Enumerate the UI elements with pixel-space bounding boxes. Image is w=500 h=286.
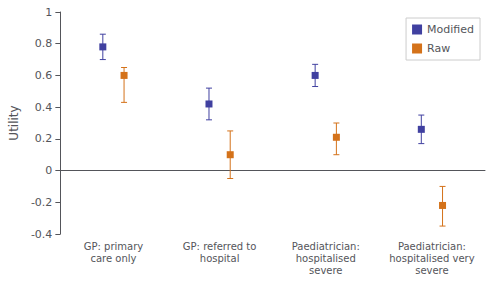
svg-text:0.4: 0.4: [35, 101, 53, 114]
svg-text:hospitalised very: hospitalised very: [389, 253, 474, 264]
svg-text:severe: severe: [309, 265, 342, 276]
svg-text:-0.2: -0.2: [31, 196, 52, 209]
svg-text:GP: referred to: GP: referred to: [183, 241, 257, 252]
svg-text:GP: primary: GP: primary: [84, 241, 144, 252]
svg-text:-0.4: -0.4: [31, 228, 52, 241]
svg-text:Raw: Raw: [427, 42, 450, 55]
svg-text:hospitalised: hospitalised: [296, 253, 356, 264]
svg-text:0: 0: [45, 164, 52, 177]
svg-text:Paediatrician:: Paediatrician:: [292, 241, 360, 252]
svg-text:1: 1: [45, 6, 52, 19]
svg-text:care only: care only: [90, 253, 136, 264]
svg-text:Modified: Modified: [427, 23, 474, 36]
svg-text:0.2: 0.2: [35, 132, 53, 145]
svg-text:Utility: Utility: [7, 105, 21, 140]
svg-text:0.6: 0.6: [35, 69, 53, 82]
svg-text:0.8: 0.8: [35, 37, 53, 50]
svg-text:Paediatrician:: Paediatrician:: [398, 241, 466, 252]
svg-text:severe: severe: [415, 265, 448, 276]
svg-text:hospital: hospital: [200, 253, 240, 264]
